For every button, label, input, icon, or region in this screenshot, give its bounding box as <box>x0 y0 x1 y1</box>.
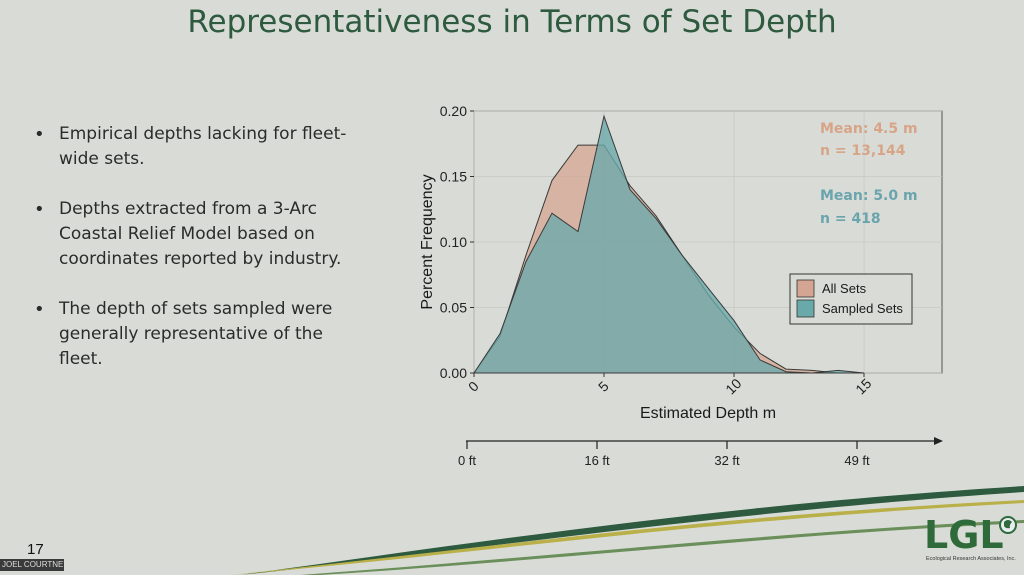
bullet-item: Depths extracted from a 3-Arc Coastal Re… <box>32 197 362 272</box>
y-tick-label: 0.20 <box>440 103 467 119</box>
y-axis-label: Percent Frequency <box>419 174 436 309</box>
y-tick-label: 0.15 <box>440 169 467 185</box>
y-tick-label: 0.05 <box>440 300 467 316</box>
slide-title: Representativeness in Terms of Set Depth <box>187 4 837 40</box>
sampled-sets-area <box>473 114 865 374</box>
all-sets-mean-label: Mean: 4.5 m <box>820 121 918 137</box>
all-sets-n-label: n = 13,144 <box>820 143 906 159</box>
sampled-sets-n-label: n = 418 <box>820 211 881 227</box>
y-axis-ticks: 0.00 0.05 0.10 0.15 0.20 <box>440 103 474 381</box>
legend-label-all-sets: All Sets <box>822 281 867 296</box>
slide-number: 17 <box>27 541 44 558</box>
legend-label-sampled-sets: Sampled Sets <box>822 301 903 316</box>
y-tick-label: 0.00 <box>440 365 467 381</box>
x-axis-label: Estimated Depth m <box>640 405 776 422</box>
company-logo: LGL Ecological Research Associates, Inc. <box>924 513 1017 562</box>
logo-subtext: Ecological Research Associates, Inc. <box>926 556 1016 562</box>
feet-tick-label: 0 ft <box>458 453 476 468</box>
x-tick-label: 10 <box>722 375 744 397</box>
sampled-sets-mean-label: Mean: 5.0 m <box>820 188 918 204</box>
bullet-list: Empirical depths lacking for fleet-wide … <box>32 122 362 397</box>
legend: All Sets Sampled Sets <box>789 273 913 325</box>
logo-text: LGL <box>924 513 1004 557</box>
x-axis-ticks: 0 5 10 15 <box>465 373 875 397</box>
legend-swatch-all-sets <box>796 279 815 298</box>
bullet-item: The depth of sets sampled were generally… <box>32 297 362 372</box>
x-tick-label: 15 <box>852 375 874 397</box>
feet-tick-label: 16 ft <box>584 453 610 468</box>
feet-tick-label: 49 ft <box>844 453 870 468</box>
decorative-swoosh <box>230 486 1024 575</box>
legend-swatch-sampled-sets <box>796 299 815 318</box>
bullet-item: Empirical depths lacking for fleet-wide … <box>32 122 362 172</box>
speaker-name-label: JOEL COURTNEY <box>0 559 64 571</box>
x-tick-label: 5 <box>595 378 612 395</box>
feet-axis: 0 ft 16 ft 32 ft 49 ft <box>458 437 943 468</box>
x-tick-label: 0 <box>465 378 482 395</box>
y-tick-label: 0.10 <box>440 234 467 250</box>
feet-tick-label: 32 ft <box>714 453 740 468</box>
arrow-right-icon <box>934 437 943 445</box>
